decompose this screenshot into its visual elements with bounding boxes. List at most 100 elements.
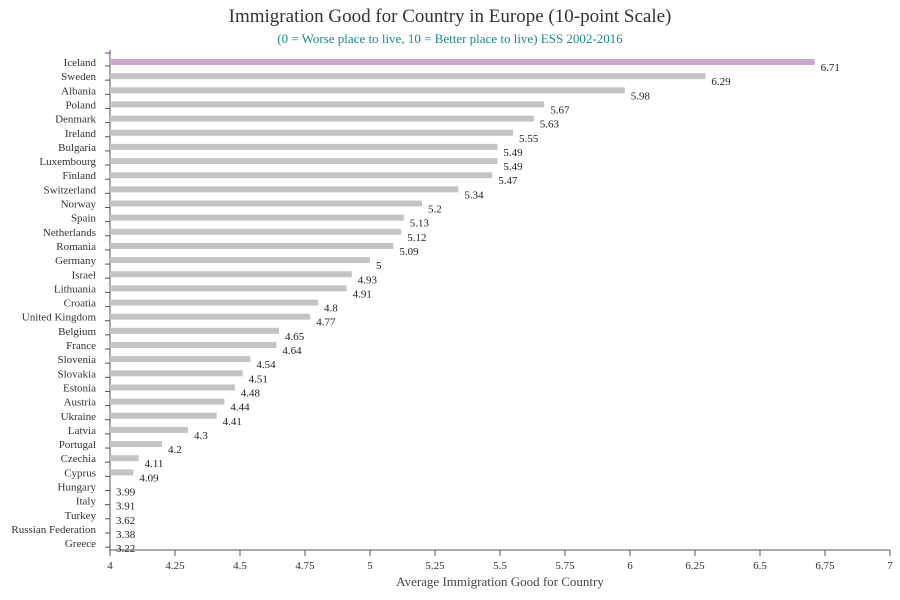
y-tick-label: Albania — [61, 85, 96, 97]
y-tick-label: Slovakia — [58, 368, 97, 380]
bar — [110, 455, 139, 462]
bar — [110, 356, 251, 363]
y-tick-label: Latvia — [68, 425, 96, 437]
y-tick-label: Hungary — [58, 482, 97, 494]
data-label: 3.38 — [116, 529, 136, 541]
data-label: 3.62 — [116, 515, 135, 527]
data-label: 4.44 — [230, 402, 250, 414]
bar — [110, 87, 625, 94]
data-label: 4.54 — [256, 359, 276, 371]
y-tick-label: Luxembourg — [39, 156, 96, 168]
x-tick-label: 5.75 — [555, 560, 575, 572]
y-tick-label: Israel — [72, 269, 96, 281]
bar — [110, 200, 422, 207]
x-tick-label: 6.75 — [815, 560, 835, 572]
y-tick-label: Sweden — [61, 71, 96, 83]
x-tick-label: 7 — [887, 560, 893, 572]
bar — [110, 313, 311, 320]
x-tick-label: 5 — [367, 560, 373, 572]
data-label: 3.99 — [116, 487, 136, 499]
y-tick-label: Norway — [61, 199, 97, 211]
bar — [110, 271, 352, 278]
y-tick-label: Greece — [65, 538, 96, 550]
x-tick-label: 5.5 — [493, 560, 507, 572]
data-label: 4.41 — [223, 416, 242, 428]
y-tick-label: Italy — [76, 496, 97, 508]
bar — [110, 441, 162, 448]
x-tick-label: 4.25 — [165, 560, 185, 572]
data-label: 5.49 — [503, 161, 523, 173]
bar — [110, 342, 277, 348]
bar — [110, 158, 498, 165]
data-label: 5.13 — [410, 218, 430, 230]
y-tick-label: Croatia — [64, 298, 96, 310]
data-label: 4.11 — [145, 458, 164, 470]
bar — [110, 426, 188, 433]
y-tick-label: Netherlands — [43, 227, 96, 239]
y-tick-label: Switzerland — [43, 184, 96, 196]
bar — [110, 398, 225, 405]
data-label: 5.49 — [503, 147, 523, 159]
data-label: 5.2 — [428, 204, 442, 216]
y-tick-label: Portugal — [59, 439, 96, 451]
data-label: 4.09 — [139, 472, 159, 484]
y-tick-label: Spain — [71, 213, 97, 225]
y-tick-label: Cyprus — [64, 467, 96, 479]
bar — [110, 384, 235, 391]
y-tick-label: Czechia — [61, 453, 97, 465]
data-label: 4.48 — [241, 387, 261, 399]
data-label: 5.34 — [464, 189, 484, 201]
y-tick-label: Germany — [55, 255, 96, 267]
y-tick-label: United Kingdom — [22, 312, 97, 324]
bar — [110, 115, 534, 122]
bar — [110, 73, 706, 80]
x-tick-label: 6.25 — [685, 560, 705, 572]
y-tick-label: Russian Federation — [11, 524, 96, 536]
x-axis-label: Average Immigration Good for Country — [396, 574, 604, 589]
bar — [110, 285, 347, 292]
data-label: 5.63 — [540, 119, 560, 131]
y-tick-label: Slovenia — [58, 354, 97, 366]
data-label: 4.3 — [194, 430, 208, 442]
bar — [110, 370, 243, 377]
y-tick-label: France — [66, 340, 96, 352]
bar — [110, 412, 217, 419]
y-tick-label: Romania — [56, 241, 96, 253]
y-tick-label: Iceland — [64, 57, 97, 69]
y-tick-label: Finland — [62, 170, 96, 182]
bar — [110, 101, 545, 108]
bar — [110, 59, 815, 65]
bar — [110, 172, 493, 179]
x-tick-label: 6.5 — [753, 560, 767, 572]
bar — [110, 242, 394, 249]
bar — [110, 299, 318, 306]
data-label: 6.29 — [711, 76, 731, 88]
y-tick-label: Belgium — [58, 326, 96, 338]
y-tick-label: Poland — [65, 99, 96, 111]
bar — [110, 327, 279, 334]
data-label: 5.47 — [498, 175, 518, 187]
data-label: 5.67 — [550, 104, 570, 116]
data-label: 6.71 — [821, 62, 840, 74]
bar — [110, 129, 513, 136]
data-label: 5.09 — [399, 246, 419, 258]
data-label: 4.65 — [285, 331, 305, 343]
x-tick-label: 4 — [107, 560, 113, 572]
y-tick-label: Ireland — [65, 128, 97, 140]
x-tick-label: 4.5 — [233, 560, 247, 572]
bar — [110, 143, 498, 150]
bar — [110, 257, 370, 264]
data-label: 5.98 — [631, 90, 651, 102]
bar — [110, 469, 134, 476]
data-label: 5.55 — [519, 133, 539, 145]
y-tick-label: Turkey — [65, 510, 97, 522]
x-tick-label: 5.25 — [425, 560, 445, 572]
data-label: 5.12 — [407, 232, 426, 244]
bar — [110, 228, 402, 235]
bar — [110, 186, 459, 193]
y-tick-label: Estonia — [63, 382, 96, 394]
x-tick-label: 6 — [627, 560, 633, 572]
data-label: 4.2 — [168, 444, 182, 456]
data-label: 4.8 — [324, 303, 338, 315]
